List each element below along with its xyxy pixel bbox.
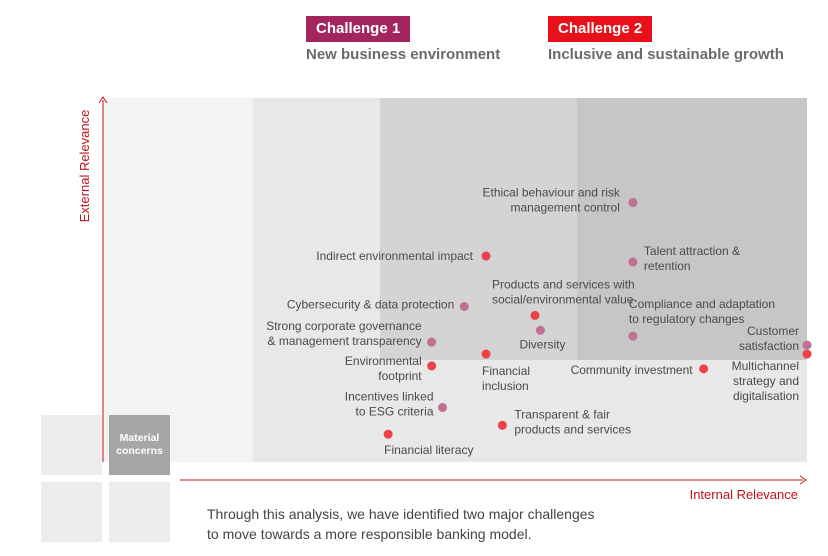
point-community-investment	[699, 364, 709, 374]
chart-marks: Ethical behaviour and risk management con…	[266, 186, 812, 457]
label-community-investment: Community investment	[571, 363, 694, 377]
legend-cell-bottom-left	[41, 482, 102, 542]
label-environmental-footprint: Environmental footprint	[345, 354, 422, 383]
challenge-1-subtitle: New business environment	[306, 46, 501, 63]
point-environmental-footprint	[427, 361, 437, 371]
point-compliance-and-adaptation-to-regulatory-changes	[628, 331, 638, 341]
challenge-2-subtitle: Inclusive and sustainable growth	[548, 46, 784, 63]
materiality-matrix-chart: External Relevance Internal Relevance Et…	[77, 96, 812, 500]
label-strong-corporate-governance-management-transparency: Strong corporate governance & management …	[266, 319, 422, 348]
challenge-2-badge: Challenge 2	[548, 16, 653, 42]
legend-material-concerns: Material concerns	[109, 415, 170, 475]
caption-line-2: to move towards a more responsible banki…	[207, 526, 532, 542]
label-incentives-linked-to-esg-criteria: Incentives linked to ESG criteria	[345, 389, 434, 418]
point-cybersecurity-data-protection	[459, 302, 469, 311]
y-axis-arrow	[98, 96, 108, 104]
point-incentives-linked-to-esg-criteria	[438, 402, 448, 412]
label-financial-inclusion: Financial inclusion	[482, 364, 530, 393]
point-customer-satisfaction	[802, 340, 812, 350]
label-diversity: Diversity	[519, 337, 565, 351]
point-strong-corporate-governance-management-transparency	[427, 337, 437, 347]
point-talent-attraction-retention	[628, 257, 638, 267]
point-transparent-fair-products-and-services	[497, 420, 507, 430]
label-ethical-behaviour-and-risk-management-control: Ethical behaviour and risk management con…	[482, 186, 620, 215]
caption: Through this analysis, we have identifie…	[207, 504, 647, 544]
legend-cell-bottom-right	[109, 482, 170, 542]
label-products-and-services-with-social-environmental-value: Products and services with social/environ…	[492, 277, 635, 306]
challenge-1-badge: Challenge 1	[306, 16, 411, 42]
label-financial-literacy: Financial literacy	[384, 443, 473, 457]
y-axis-label: External Relevance	[77, 110, 92, 223]
caption-line-1: Through this analysis, we have identifie…	[207, 506, 595, 522]
point-financial-inclusion	[481, 349, 491, 359]
x-axis-arrow	[799, 475, 807, 485]
point-multichannel-strategy-and-digitalisation	[802, 349, 812, 359]
label-cybersecurity-data-protection: Cybersecurity & data protection	[287, 298, 454, 312]
zone-highest	[577, 98, 807, 360]
point-financial-literacy	[383, 429, 393, 439]
label-multichannel-strategy-and-digitalisation: Multichannel strategy and digitalisation	[732, 359, 799, 403]
point-ethical-behaviour-and-risk-management-control	[628, 198, 638, 208]
point-diversity	[535, 325, 545, 335]
label-transparent-fair-products-and-services: Transparent & fair products and services	[514, 407, 631, 436]
label-customer-satisfaction: Customer satisfaction	[739, 324, 799, 353]
point-products-and-services-with-social-environmental-value	[530, 310, 540, 320]
x-axis-label: Internal Relevance	[690, 487, 798, 500]
label-indirect-environmental-impact: Indirect environmental impact	[316, 249, 473, 263]
point-indirect-environmental-impact	[481, 251, 491, 261]
legend-cell-top-left	[41, 415, 102, 475]
label-talent-attraction-retention: Talent attraction & retention	[644, 244, 740, 273]
label-compliance-and-adaptation-to-regulatory-changes: Compliance and adaptation to regulatory c…	[629, 297, 775, 326]
